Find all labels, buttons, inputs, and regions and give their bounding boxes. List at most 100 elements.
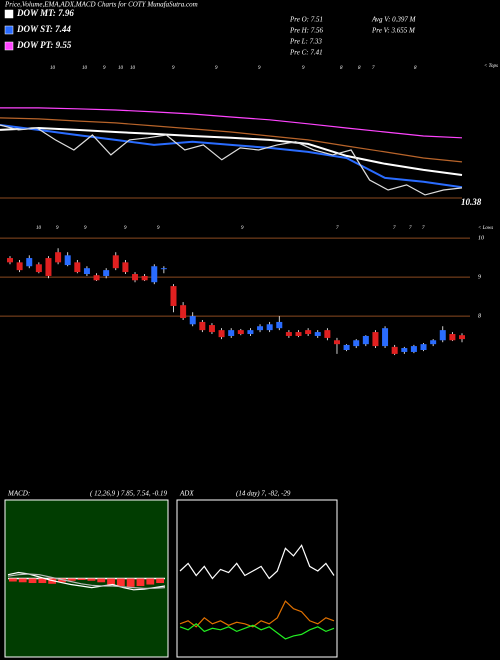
date-mark: 9 — [56, 226, 59, 231]
date-mark: 9 — [157, 226, 160, 231]
candle-body — [93, 275, 100, 281]
date-mark: 7 — [372, 66, 375, 71]
candle-body — [324, 330, 331, 338]
legend-swatch — [4, 41, 14, 51]
candle-body — [132, 274, 139, 281]
info-text: Pre H: 7.56 — [289, 27, 323, 35]
candle-body — [122, 262, 129, 273]
candle-body — [247, 330, 254, 335]
date-mark: 7 — [393, 226, 396, 231]
candle-body — [459, 335, 465, 340]
date-mark: 10 — [82, 66, 88, 71]
series-line — [179, 623, 335, 640]
histogram-bar — [87, 578, 96, 581]
macd-subtitle: ( 12,26,9 ) 7.85, 7.54, -0.19 — [90, 490, 167, 498]
candle-body — [7, 258, 13, 263]
candle-body — [45, 258, 52, 276]
date-mark: 10 — [130, 66, 136, 71]
legend-label: DOW ST: 7.44 — [16, 24, 71, 34]
series-line — [179, 544, 335, 580]
histogram-bar — [67, 578, 76, 581]
page-title: Price,Volume,EMA,ADX,MACD Charts for COT… — [4, 1, 198, 9]
histogram-bar — [18, 578, 27, 583]
date-mark: 8 — [340, 66, 343, 71]
histogram-bar — [58, 578, 66, 583]
info-text: Pre C: 7.41 — [289, 49, 323, 57]
candle-body — [112, 255, 119, 269]
histogram-bar — [38, 578, 47, 584]
candle-body — [449, 334, 456, 341]
series-line — [0, 126, 463, 176]
date-mark: 10 — [50, 66, 56, 71]
candle-body — [333, 340, 340, 345]
candle-body — [362, 335, 369, 345]
candle-body — [141, 275, 148, 281]
series-line — [0, 124, 463, 196]
date-mark: 9 — [124, 226, 127, 231]
candle-body — [391, 346, 398, 354]
date-mark: 9 — [215, 66, 218, 71]
candle-body — [353, 340, 360, 347]
adx-subtitle: (14 day) 7, -82, -29 — [236, 490, 291, 498]
candle-body — [151, 266, 158, 283]
candle-body — [199, 321, 206, 331]
candle-body — [16, 262, 23, 271]
candle-body — [35, 264, 42, 273]
candle-body — [382, 328, 389, 347]
candle-body — [160, 268, 167, 270]
histogram-bar — [136, 578, 145, 587]
date-mark: 9 — [258, 66, 261, 71]
last-label: 10.38 — [461, 197, 482, 207]
histogram-bar — [9, 578, 17, 582]
candle-body — [285, 332, 292, 336]
candle-body — [314, 332, 321, 336]
adx-panel — [176, 499, 338, 658]
lows-label: < Lows — [478, 226, 493, 231]
y-tick-label: 10 — [478, 236, 484, 242]
adx-title: ADX — [179, 490, 194, 498]
candle-body — [401, 348, 408, 352]
series-line — [7, 571, 166, 591]
date-mark: 10 — [118, 66, 124, 71]
candle-body — [218, 330, 225, 338]
date-mark: 9 — [302, 66, 305, 71]
date-mark: 7 — [409, 226, 412, 231]
date-mark: 8 — [414, 66, 417, 71]
info-text: Pre O: 7.51 — [289, 16, 323, 24]
y-tick-label: 9 — [478, 275, 481, 281]
candle-body — [208, 325, 215, 333]
candle-body — [257, 326, 264, 331]
info-text: Pre V: 3.655 M — [371, 27, 416, 35]
candle-body — [55, 252, 62, 263]
candle-body — [410, 346, 417, 352]
candle-body — [295, 332, 302, 336]
histogram-bar — [28, 578, 37, 584]
candle-body — [343, 344, 350, 350]
date-mark: 8 — [358, 66, 361, 71]
candle-body — [26, 258, 33, 267]
histogram-bar — [116, 578, 125, 587]
info-text: Avg V: 0.397 M — [371, 16, 417, 24]
histogram-bar — [97, 578, 106, 583]
candle-body — [420, 344, 427, 350]
candle-body — [305, 330, 312, 335]
candle-body — [74, 262, 81, 273]
date-mark: 10 — [36, 226, 42, 231]
candle-body — [430, 340, 437, 345]
macd-title: MACD: — [7, 490, 30, 498]
histogram-bar — [48, 578, 57, 584]
legend-swatch — [4, 25, 14, 35]
legend-swatch — [4, 9, 14, 19]
date-mark: 9 — [84, 226, 87, 231]
series-line — [0, 124, 463, 189]
y-tick-label: 8 — [478, 313, 481, 319]
date-mark: 9 — [103, 66, 106, 71]
candle-body — [372, 332, 379, 347]
candle-body — [64, 255, 71, 266]
legend-label: DOW MT: 7.96 — [16, 8, 74, 18]
date-mark: 9 — [172, 66, 175, 71]
histogram-bar — [146, 578, 155, 585]
candle-body — [189, 316, 196, 325]
info-text: Pre L: 7.33 — [289, 38, 322, 46]
